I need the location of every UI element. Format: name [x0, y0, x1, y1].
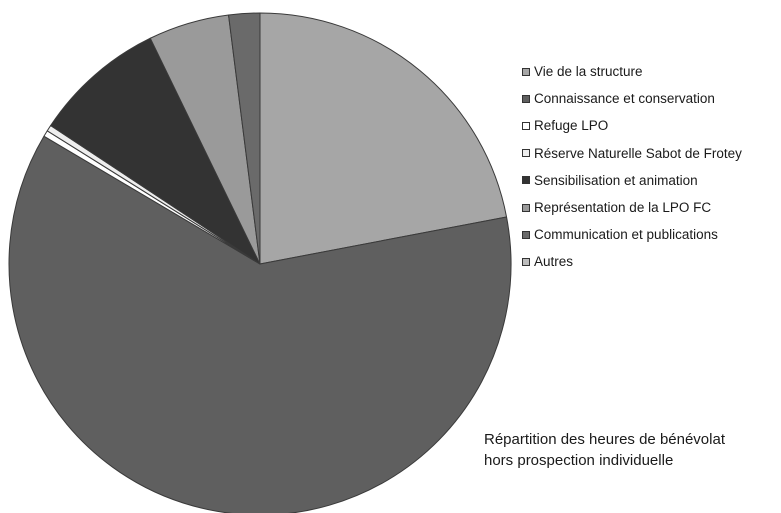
legend-item-4: Sensibilisation et animation: [522, 167, 742, 194]
pie-slice-4: [50, 37, 261, 265]
legend-swatch-4: [522, 176, 530, 185]
legend-swatch-6: [522, 230, 530, 239]
legend-item-6: Communication et publications: [522, 221, 742, 248]
legend-label-0: Vie de la structure: [534, 64, 643, 80]
chart-caption: Répartition des heures de bénévolat hors…: [484, 429, 725, 471]
legend-label-2: Refuge LPO: [534, 118, 609, 134]
legend-label-6: Communication et publications: [534, 227, 718, 243]
pie-slice-6: [228, 12, 261, 265]
legend-swatch-5: [522, 203, 530, 212]
legend-label-5: Représentation de la LPO FC: [534, 200, 712, 216]
legend-swatch-2: [522, 121, 530, 130]
legend-item-3: Réserve Naturelle Sabot de Frotey: [522, 140, 742, 167]
legend-label-4: Sensibilisation et animation: [534, 172, 698, 188]
legend-label-3: Réserve Naturelle Sabot de Frotey: [534, 145, 742, 161]
legend-swatch-3: [522, 149, 530, 158]
caption-line-2: hors prospection individuelle: [484, 452, 674, 469]
legend-label-7: Autres: [534, 254, 574, 270]
legend-item-5: Représentation de la LPO FC: [522, 194, 742, 221]
legend-swatch-0: [522, 67, 530, 76]
legend-swatch-7: [522, 257, 530, 266]
legend-item-0: Vie de la structure: [522, 58, 742, 85]
legend-label-1: Connaissance et conservation: [534, 91, 715, 107]
legend-item-2: Refuge LPO: [522, 112, 742, 139]
legend-item-7: Autres: [522, 248, 742, 275]
caption-line-1: Répartition des heures de bénévolat: [484, 431, 725, 448]
legend-item-1: Connaissance et conservation: [522, 85, 742, 112]
pie-slice-0: [259, 12, 508, 265]
legend: Vie de la structure Connaissance et conse…: [522, 58, 742, 276]
legend-swatch-1: [522, 94, 530, 103]
pie-slice-1: [8, 135, 512, 513]
